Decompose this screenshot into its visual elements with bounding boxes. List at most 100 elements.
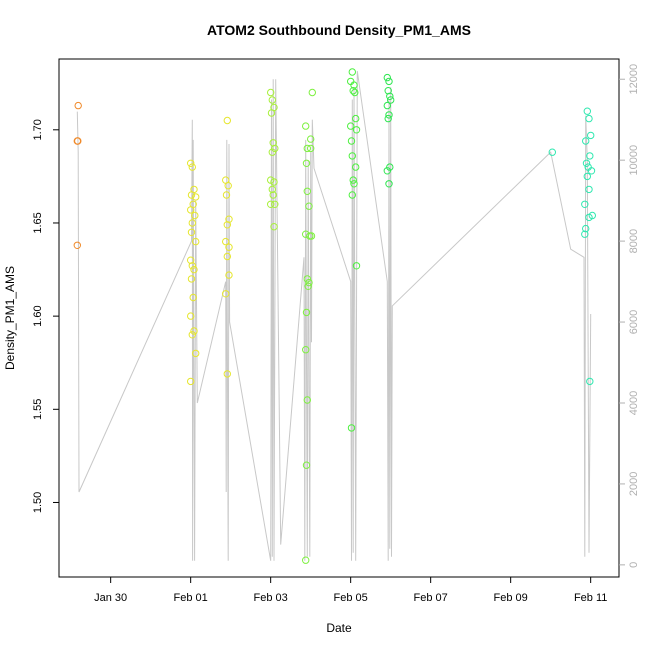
data-point	[223, 221, 232, 229]
y2-tick-label: 0	[628, 562, 640, 568]
data-point	[383, 167, 391, 175]
data-point	[302, 346, 310, 354]
data-point	[587, 167, 596, 175]
data-point	[222, 237, 230, 246]
data-point	[192, 237, 200, 246]
data-point	[187, 191, 196, 199]
data-point	[270, 223, 278, 231]
data-point	[352, 114, 360, 123]
data-point	[348, 68, 356, 76]
data-point	[583, 107, 591, 115]
data-point	[187, 312, 195, 320]
x-tick-label: Feb 03	[254, 592, 288, 604]
data-point	[187, 206, 195, 214]
y2-tick-label: 10000	[628, 145, 640, 176]
data-point	[385, 77, 393, 86]
data-point	[305, 278, 313, 287]
y2-tick-label: 6000	[628, 310, 640, 334]
data-point	[582, 224, 590, 233]
data-point	[303, 144, 311, 153]
x-tick-label: Jan 30	[94, 592, 127, 604]
data-point	[385, 111, 393, 119]
y-axis-label: Density_PM1_AMS	[3, 266, 17, 370]
data-point	[352, 126, 361, 134]
y-tick-label: 1.60	[32, 305, 44, 326]
y2-axis: 0 2000 4000 6000 8000 10000 12000	[619, 64, 640, 568]
data-point	[302, 308, 311, 317]
data-point	[188, 262, 197, 270]
data-point	[303, 396, 311, 404]
data-point	[307, 232, 316, 240]
data-point	[386, 92, 394, 101]
data-point	[585, 213, 593, 222]
data-point	[585, 185, 593, 194]
data-point	[587, 131, 595, 140]
secondary-line-path	[76, 71, 592, 561]
data-point	[270, 178, 278, 186]
data-point	[307, 135, 315, 143]
x-tick-label: Feb 09	[494, 592, 528, 604]
plot-frame	[58, 58, 620, 578]
data-point	[267, 109, 276, 117]
y2-tick-label: 12000	[628, 64, 640, 95]
data-point	[190, 327, 198, 335]
data-point	[268, 148, 276, 156]
y-axis: 1.50 1.55 1.60 1.65 1.70	[32, 119, 59, 513]
data-point	[387, 96, 395, 104]
data-point	[224, 182, 232, 190]
data-point	[585, 114, 593, 123]
y-tick-label: 1.65	[32, 212, 44, 233]
data-point	[188, 219, 197, 227]
data-point	[384, 114, 392, 123]
data-point	[190, 265, 198, 274]
data-point	[303, 275, 311, 283]
data-point	[192, 193, 200, 201]
data-point	[350, 180, 358, 188]
data-point	[267, 88, 275, 97]
data-point	[223, 116, 232, 125]
data-point	[302, 122, 310, 130]
x-tick-label: Feb 05	[334, 592, 368, 604]
data-point	[581, 230, 589, 238]
y-tick-label: 1.55	[32, 399, 44, 420]
data-point	[268, 185, 276, 194]
data-point	[225, 271, 233, 279]
data-point	[271, 144, 279, 153]
data-point	[348, 191, 356, 199]
x-axis-label: Date	[326, 621, 352, 635]
data-point	[302, 556, 310, 564]
data-point	[225, 243, 233, 251]
data-point	[73, 241, 82, 250]
data-point	[348, 152, 356, 160]
y2-tick-label: 4000	[628, 391, 640, 415]
data-point	[586, 152, 594, 160]
data-point	[267, 200, 275, 209]
data-point	[303, 187, 311, 196]
data-point	[222, 191, 231, 199]
data-point	[586, 377, 594, 386]
data-point	[385, 180, 393, 188]
data-point	[188, 331, 197, 339]
data-point	[548, 148, 556, 156]
scatter-points	[73, 68, 596, 564]
data-point	[347, 137, 356, 145]
data-point	[302, 461, 311, 469]
x-tick-label: Feb 11	[574, 592, 607, 604]
data-point	[187, 275, 196, 283]
data-point	[271, 200, 279, 209]
data-point	[350, 81, 358, 89]
data-point	[308, 88, 316, 97]
data-point	[347, 424, 356, 432]
data-point	[187, 228, 196, 237]
data-point	[351, 88, 359, 97]
data-point	[386, 163, 394, 171]
data-point	[582, 137, 590, 145]
data-point	[349, 87, 357, 95]
data-point	[191, 211, 199, 220]
data-point	[74, 137, 82, 145]
data-point	[269, 191, 277, 199]
x-axis: Jan 30 Feb 01 Feb 03 Feb 05 Feb 07 Feb 09 Feb …	[94, 577, 607, 604]
data-point	[383, 101, 391, 110]
y2-tick-label: 8000	[628, 229, 640, 253]
